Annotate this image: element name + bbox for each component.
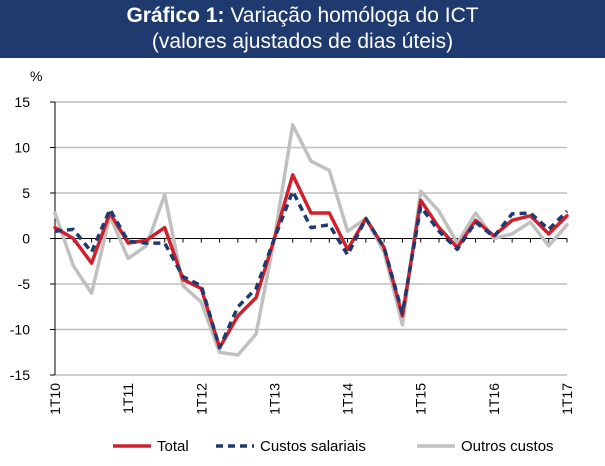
legend-label: Custos salariais — [260, 438, 366, 455]
x-tick-label: 1T10 — [47, 383, 63, 415]
chart-title-bar: Gráfico 1: Variação homóloga do ICT (val… — [0, 0, 605, 58]
y-tick-label: 10 — [14, 140, 30, 156]
x-tick-label: 1T14 — [340, 383, 356, 415]
legend-label: Outros custos — [461, 438, 554, 455]
legend: Total Custos salariais Outros custos — [113, 438, 554, 455]
x-tick-label: 1T17 — [559, 383, 575, 415]
y-tick-label: -5 — [18, 276, 31, 292]
chart-title: Gráfico 1: Variação homóloga do ICT — [0, 4, 605, 28]
x-tick-label: 1T16 — [486, 383, 502, 415]
series-line-custos-salariais — [54, 189, 569, 350]
y-tick-label: -10 — [10, 322, 30, 338]
chart-title-main: Variação homóloga do ICT — [230, 4, 479, 27]
y-axis-unit-label: % — [30, 68, 42, 84]
x-axis: 1T10 1T11 1T12 1T13 1T14 1T15 1T16 1T17 — [47, 238, 575, 415]
y-axis: -15 -10 -5 0 5 10 15 — [10, 94, 56, 383]
x-tick-label: 1T12 — [193, 383, 209, 415]
x-tick-label: 1T13 — [266, 383, 282, 415]
series-line-total — [53, 173, 569, 350]
y-tick-label: -15 — [10, 367, 30, 383]
gridlines — [55, 101, 567, 376]
y-tick-label: 5 — [22, 185, 30, 201]
series-line-outros-custos — [53, 123, 569, 357]
y-tick-label: 15 — [14, 94, 30, 110]
x-tick-label: 1T11 — [120, 383, 136, 414]
x-tick-label: 1T15 — [413, 383, 429, 415]
y-tick-label: 0 — [22, 231, 30, 247]
chart-subtitle: (valores ajustados de dias úteis) — [151, 30, 454, 53]
series-group — [53, 123, 569, 357]
chart-title-prefix: Gráfico 1: — [126, 4, 225, 27]
legend-label: Total — [157, 438, 189, 455]
